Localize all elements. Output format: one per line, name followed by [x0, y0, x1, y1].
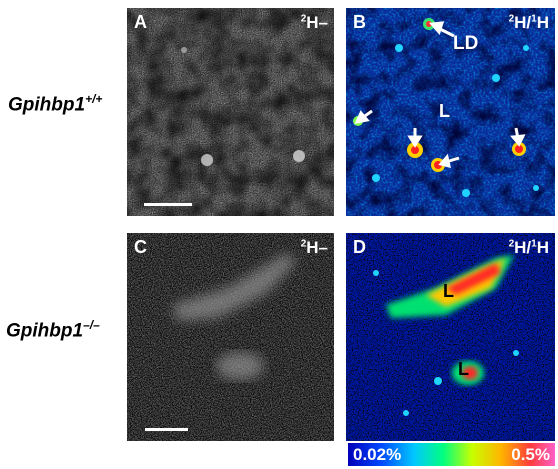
panel-c-image: C 2H– [127, 233, 334, 441]
ratio-symbol-2: H [536, 238, 549, 257]
isotope-charge: – [318, 13, 328, 32]
isotope-label: 2H– [301, 13, 328, 33]
color-scale-bar: 0.02% 0.5% [348, 443, 555, 466]
isotope-mass: 2 [300, 238, 307, 250]
isotope-symbol: H [306, 13, 319, 32]
ratio-mass-1: 2 [508, 238, 515, 250]
isotope-label: 2H– [301, 238, 328, 258]
lumen-label: L [439, 101, 450, 121]
scale-bar [144, 203, 192, 206]
color-scale-max: 0.5% [511, 445, 550, 464]
genotype-superscript: +/+ [85, 92, 103, 106]
ratio-mass-2: 1 [531, 13, 537, 25]
panel-c-texture [127, 233, 334, 441]
row-label-wildtype: Gpihbp1+/+ [8, 92, 102, 116]
row-label-knockout: Gpihbp1–/– [6, 318, 100, 342]
isotope-mass: 2 [300, 13, 307, 25]
genotype-name: Gpihbp1 [8, 94, 86, 116]
panel-d-image: D 2H/1H L L [346, 233, 555, 441]
ratio-label: 2H/1H [509, 238, 549, 258]
cell-regions [373, 255, 519, 416]
lumen-label: L [458, 359, 469, 379]
isotope-symbol: H [306, 238, 319, 257]
ratio-symbol-1: H/ [514, 238, 532, 257]
isotope-charge: – [318, 238, 328, 257]
panel-letter: B [353, 12, 366, 32]
panel-letter: D [353, 237, 366, 257]
scale-bar [145, 428, 188, 431]
lumen-label: L [443, 281, 454, 301]
genotype-superscript: –/– [83, 318, 100, 332]
ratio-label: 2H/1H [509, 13, 549, 33]
lipid-droplet-label: LD [453, 33, 479, 54]
ratio-symbol-1: H/ [514, 13, 532, 32]
color-scale-min: 0.02% [353, 445, 402, 464]
panel-d-texture [346, 233, 555, 441]
panel-letter: C [134, 237, 147, 257]
arrows [354, 21, 526, 169]
panel-b-image: B 2H/1H LD L [346, 8, 555, 216]
ratio-symbol-2: H [536, 13, 549, 32]
ratio-mass-1: 2 [508, 13, 515, 25]
panel-b-texture [346, 8, 555, 216]
genotype-name: Gpihbp1 [6, 320, 84, 342]
panel-a-image: A 2H– [127, 8, 334, 216]
panel-a-texture [127, 8, 334, 216]
panel-letter: A [134, 12, 147, 32]
ratio-mass-2: 1 [531, 238, 537, 250]
